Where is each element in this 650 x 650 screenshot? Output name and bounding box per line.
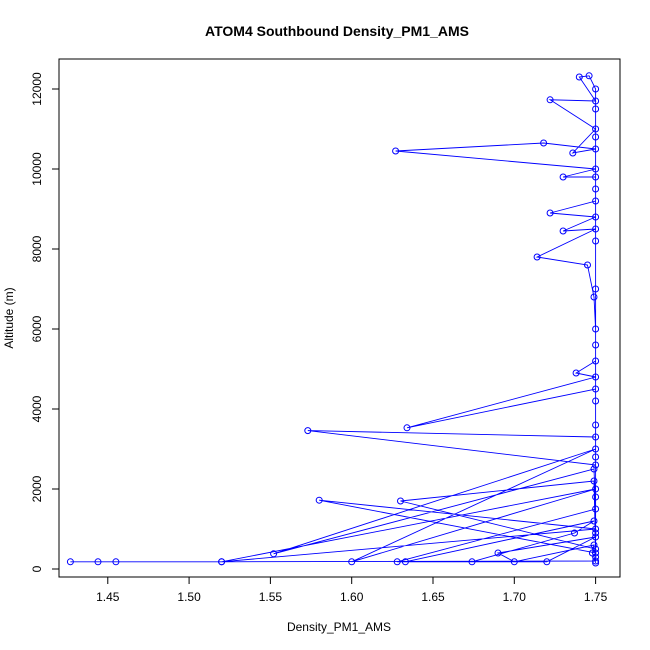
data-point (592, 225, 600, 233)
data-point (510, 558, 518, 566)
data-point (592, 213, 600, 221)
data-point (592, 421, 600, 429)
data-point (94, 558, 102, 566)
data-point (592, 529, 600, 537)
y-axis: 0 2000 4000 6000 8000 10000 12000 (30, 72, 59, 572)
data-point (592, 185, 600, 193)
data-point (590, 541, 598, 549)
data-point (315, 496, 323, 504)
data-point (590, 293, 598, 301)
data-point (592, 125, 600, 133)
data-point (592, 97, 600, 105)
x-tick-label: 1.50 (177, 590, 201, 604)
data-point (592, 237, 600, 245)
x-tick-label: 1.70 (503, 590, 527, 604)
plot-area (66, 72, 600, 567)
data-point (592, 133, 600, 141)
data-point (546, 96, 554, 104)
x-tick-label: 1.55 (259, 590, 283, 604)
data-point (592, 559, 600, 567)
y-axis-label: Altitude (m) (2, 287, 16, 348)
data-point (592, 373, 600, 381)
data-point (559, 173, 567, 181)
x-axis-label: Density_PM1_AMS (287, 620, 391, 634)
data-point (571, 529, 578, 537)
chart-title: ATOM4 Southbound Density_PM1_AMS (205, 23, 469, 39)
data-point (592, 165, 600, 173)
y-tick-label: 10000 (30, 152, 44, 186)
data-point (572, 369, 580, 377)
data-point (592, 325, 600, 333)
data-point (546, 209, 554, 217)
data-point (592, 505, 600, 513)
data-point (592, 525, 600, 533)
data-point (66, 558, 74, 566)
y-tick-label: 12000 (30, 72, 44, 106)
data-point (590, 517, 598, 525)
data-point (304, 427, 312, 435)
y-tick-label: 6000 (30, 315, 44, 342)
data-point (592, 533, 600, 541)
data-point (401, 558, 409, 566)
y-tick-label: 2000 (30, 475, 44, 502)
data-point (397, 497, 404, 505)
data-point (592, 85, 600, 93)
data-point (592, 557, 600, 565)
data-point (592, 357, 600, 365)
data-point (533, 253, 541, 261)
data-point (559, 227, 567, 235)
data-point (592, 445, 600, 453)
data-point (393, 558, 401, 566)
data-point (468, 558, 476, 566)
plot-frame (58, 58, 621, 578)
data-point (592, 285, 600, 293)
data-point (569, 149, 577, 157)
y-tick-label: 8000 (30, 235, 44, 262)
data-point (592, 197, 600, 205)
data-point (592, 341, 600, 349)
data-point (592, 397, 600, 405)
data-point (592, 545, 600, 553)
series-line (70, 75, 597, 563)
data-point (592, 145, 600, 153)
data-point (585, 72, 593, 80)
data-point (584, 261, 591, 269)
data-point (494, 549, 502, 557)
data-point (592, 385, 600, 393)
data-point (592, 433, 600, 441)
data-point (592, 493, 600, 501)
data-point (270, 550, 278, 558)
data-point (592, 453, 600, 461)
y-tick-label: 4000 (30, 395, 44, 422)
x-tick-label: 1.65 (421, 590, 445, 604)
data-point (592, 105, 600, 113)
data-point (590, 477, 598, 485)
data-point (543, 558, 551, 566)
data-point (592, 461, 600, 469)
data-point (348, 558, 356, 566)
data-point (112, 558, 120, 566)
data-point (592, 549, 600, 557)
x-tick-label: 1.75 (584, 590, 608, 604)
data-point (575, 73, 583, 81)
data-point (403, 424, 411, 432)
x-axis: 1.45 1.50 1.55 1.60 1.65 1.70 1.75 (96, 577, 608, 604)
data-point (592, 485, 600, 493)
y-tick-label: 0 (30, 565, 44, 572)
data-point (592, 173, 600, 181)
data-point (540, 139, 548, 147)
data-point (392, 147, 400, 155)
data-point (590, 465, 598, 473)
x-tick-label: 1.45 (96, 590, 120, 604)
x-tick-label: 1.60 (340, 590, 364, 604)
data-point (218, 558, 226, 566)
